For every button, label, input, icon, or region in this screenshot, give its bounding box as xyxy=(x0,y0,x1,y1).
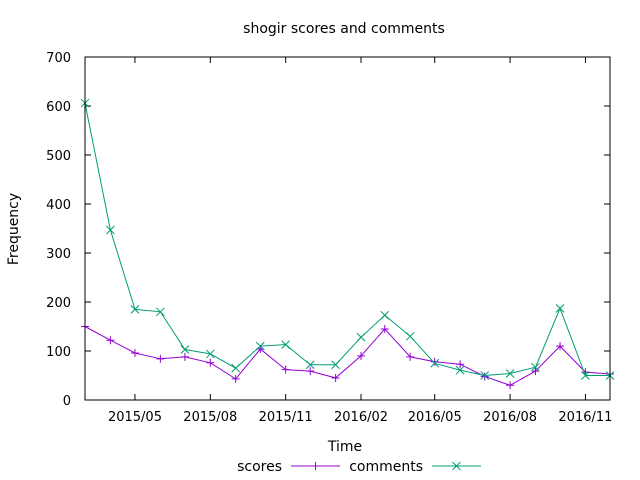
x-tick-label: 2015/11 xyxy=(259,410,313,425)
scores-line xyxy=(84,326,611,386)
scores-point xyxy=(180,352,189,361)
series-comments xyxy=(80,98,615,380)
comments-point xyxy=(531,362,540,372)
legend-label-comments: comments xyxy=(349,459,423,475)
x-axis-ticks: 2015/05 2015/08 2015/11 2016/02 2016/05 2016/… xyxy=(108,57,612,425)
scores-point xyxy=(456,360,465,369)
x-axis-label: Time xyxy=(327,439,362,455)
comments-point xyxy=(180,345,190,354)
x-tick-label: 2016/02 xyxy=(334,410,388,425)
comments-point xyxy=(356,332,366,342)
scores-point xyxy=(430,357,439,366)
scores-point xyxy=(130,348,139,357)
comments-point xyxy=(255,341,265,351)
scores-point xyxy=(506,381,515,390)
comments-point xyxy=(130,304,140,314)
legend-marker-comments xyxy=(452,461,461,471)
scores-point xyxy=(156,354,165,363)
scores-point xyxy=(531,367,540,376)
comments-point xyxy=(281,340,291,349)
y-tick-label: 700 xyxy=(46,51,71,66)
comments-point xyxy=(331,360,340,370)
y-tick-label: 400 xyxy=(46,198,71,213)
comments-point xyxy=(581,371,590,380)
comments-point xyxy=(106,225,115,235)
y-tick-label: 300 xyxy=(46,247,71,262)
x-tick-label: 2016/11 xyxy=(558,410,612,425)
series-layer xyxy=(80,98,615,390)
x-tick-label: 2016/05 xyxy=(408,410,462,425)
y-tick-label: 600 xyxy=(46,100,71,115)
scores-point xyxy=(306,367,315,376)
chart-title: shogir scores and comments xyxy=(243,21,445,37)
comments-point xyxy=(555,304,565,313)
x-tick-label: 2015/05 xyxy=(108,410,162,425)
comments-point xyxy=(380,310,390,320)
comments-line xyxy=(84,103,610,377)
comments-point xyxy=(205,349,215,359)
y-tick-label: 0 xyxy=(63,394,71,409)
y-tick-label: 100 xyxy=(46,345,71,360)
series-scores xyxy=(81,322,614,390)
comments-point xyxy=(430,358,440,368)
comments-point xyxy=(405,331,415,341)
comments-point xyxy=(305,360,315,370)
scores-point xyxy=(281,365,290,374)
comments-point xyxy=(455,365,465,375)
scores-point xyxy=(380,324,389,333)
scores-point xyxy=(106,336,115,345)
scores-point xyxy=(357,351,366,360)
comments-point xyxy=(231,363,241,373)
y-tick-label: 200 xyxy=(46,296,71,311)
legend-marker-scores xyxy=(311,462,320,470)
x-tick-label: 2016/08 xyxy=(483,410,537,425)
scores-point xyxy=(556,342,565,351)
comments-point xyxy=(155,307,165,317)
comments-point xyxy=(505,369,515,378)
scores-point xyxy=(480,372,489,381)
legend-label-scores: scores xyxy=(237,459,282,475)
scores-point xyxy=(406,352,415,361)
scores-point xyxy=(206,358,215,367)
legend: scores comments xyxy=(237,459,481,475)
y-tick-label: 500 xyxy=(46,149,71,164)
x-tick-label: 2015/08 xyxy=(183,410,237,425)
comments-point xyxy=(480,371,490,380)
y-axis-ticks: 0 100 200 300 400 500 600 700 xyxy=(46,51,610,409)
y-axis-label: Frequency xyxy=(6,193,22,265)
plot-frame xyxy=(84,56,611,401)
scores-point xyxy=(331,373,340,382)
scores-point xyxy=(231,374,240,383)
